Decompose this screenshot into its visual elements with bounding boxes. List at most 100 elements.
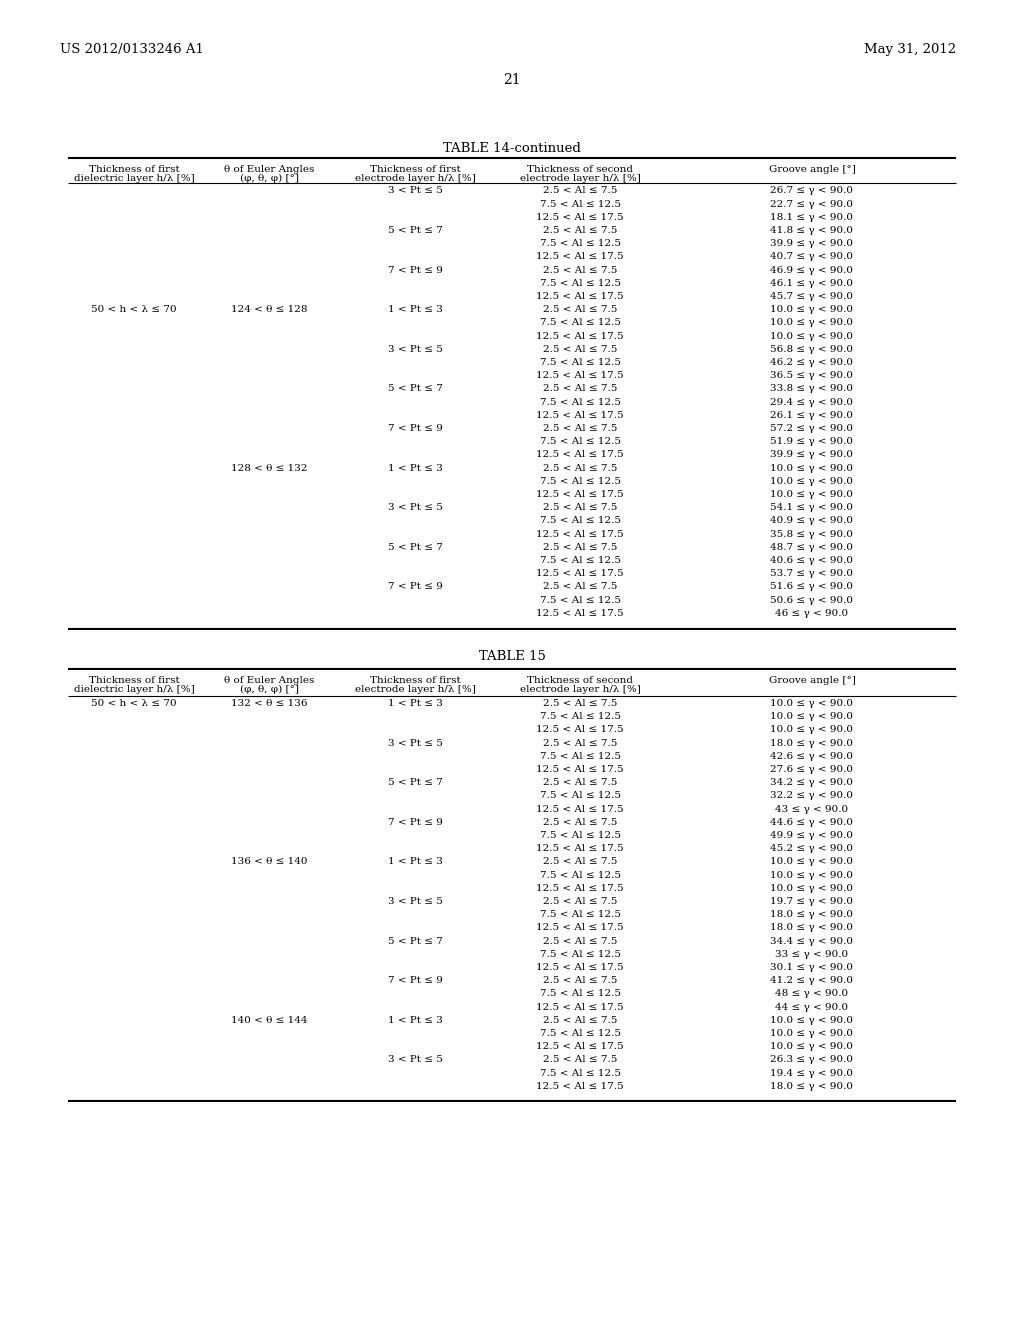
- Text: 12.5 < Al ≤ 17.5: 12.5 < Al ≤ 17.5: [537, 252, 624, 261]
- Text: 50.6 ≤ γ < 90.0: 50.6 ≤ γ < 90.0: [770, 595, 853, 605]
- Text: 10.0 ≤ γ < 90.0: 10.0 ≤ γ < 90.0: [770, 713, 853, 721]
- Text: 33 ≤ γ < 90.0: 33 ≤ γ < 90.0: [775, 950, 849, 958]
- Text: 33.8 ≤ γ < 90.0: 33.8 ≤ γ < 90.0: [770, 384, 853, 393]
- Text: electrode layer h/λ [%]: electrode layer h/λ [%]: [354, 685, 475, 693]
- Text: 39.9 ≤ γ < 90.0: 39.9 ≤ γ < 90.0: [770, 239, 853, 248]
- Text: 1 < Pt ≤ 3: 1 < Pt ≤ 3: [387, 463, 442, 473]
- Text: 7.5 < Al ≤ 12.5: 7.5 < Al ≤ 12.5: [540, 832, 621, 840]
- Text: 21: 21: [503, 73, 521, 87]
- Text: 10.0 ≤ γ < 90.0: 10.0 ≤ γ < 90.0: [770, 318, 853, 327]
- Text: 19.7 ≤ γ < 90.0: 19.7 ≤ γ < 90.0: [770, 898, 853, 906]
- Text: 3 < Pt ≤ 5: 3 < Pt ≤ 5: [387, 345, 442, 354]
- Text: 48 ≤ γ < 90.0: 48 ≤ γ < 90.0: [775, 990, 849, 998]
- Text: 27.6 ≤ γ < 90.0: 27.6 ≤ γ < 90.0: [770, 766, 853, 774]
- Text: 53.7 ≤ γ < 90.0: 53.7 ≤ γ < 90.0: [770, 569, 853, 578]
- Text: Thickness of second: Thickness of second: [527, 165, 633, 174]
- Text: electrode layer h/λ [%]: electrode layer h/λ [%]: [354, 174, 475, 183]
- Text: 10.0 ≤ γ < 90.0: 10.0 ≤ γ < 90.0: [770, 331, 853, 341]
- Text: 42.6 ≤ γ < 90.0: 42.6 ≤ γ < 90.0: [770, 752, 853, 760]
- Text: 43 ≤ γ < 90.0: 43 ≤ γ < 90.0: [775, 805, 849, 813]
- Text: electrode layer h/λ [%]: electrode layer h/λ [%]: [519, 685, 640, 693]
- Text: 30.1 ≤ γ < 90.0: 30.1 ≤ γ < 90.0: [770, 964, 853, 972]
- Text: 10.0 ≤ γ < 90.0: 10.0 ≤ γ < 90.0: [770, 490, 853, 499]
- Text: 22.7 ≤ γ < 90.0: 22.7 ≤ γ < 90.0: [770, 199, 853, 209]
- Text: 12.5 < Al ≤ 17.5: 12.5 < Al ≤ 17.5: [537, 845, 624, 853]
- Text: 1 < Pt ≤ 3: 1 < Pt ≤ 3: [387, 700, 442, 708]
- Text: 1 < Pt ≤ 3: 1 < Pt ≤ 3: [387, 1016, 442, 1024]
- Text: 2.5 < Al ≤ 7.5: 2.5 < Al ≤ 7.5: [543, 739, 617, 747]
- Text: 12.5 < Al ≤ 17.5: 12.5 < Al ≤ 17.5: [537, 1003, 624, 1011]
- Text: 26.7 ≤ γ < 90.0: 26.7 ≤ γ < 90.0: [770, 186, 853, 195]
- Text: 2.5 < Al ≤ 7.5: 2.5 < Al ≤ 7.5: [543, 977, 617, 985]
- Text: Groove angle [°]: Groove angle [°]: [769, 676, 855, 685]
- Text: 10.0 ≤ γ < 90.0: 10.0 ≤ γ < 90.0: [770, 700, 853, 708]
- Text: 2.5 < Al ≤ 7.5: 2.5 < Al ≤ 7.5: [543, 1056, 617, 1064]
- Text: 10.0 ≤ γ < 90.0: 10.0 ≤ γ < 90.0: [770, 871, 853, 879]
- Text: 7.5 < Al ≤ 12.5: 7.5 < Al ≤ 12.5: [540, 871, 621, 879]
- Text: 3 < Pt ≤ 5: 3 < Pt ≤ 5: [387, 186, 442, 195]
- Text: 10.0 ≤ γ < 90.0: 10.0 ≤ γ < 90.0: [770, 1030, 853, 1038]
- Text: 2.5 < Al ≤ 7.5: 2.5 < Al ≤ 7.5: [543, 700, 617, 708]
- Text: 124 < θ ≤ 128: 124 < θ ≤ 128: [230, 305, 307, 314]
- Text: 2.5 < Al ≤ 7.5: 2.5 < Al ≤ 7.5: [543, 265, 617, 275]
- Text: 46 ≤ γ < 90.0: 46 ≤ γ < 90.0: [775, 609, 849, 618]
- Text: 3 < Pt ≤ 5: 3 < Pt ≤ 5: [387, 503, 442, 512]
- Text: electrode layer h/λ [%]: electrode layer h/λ [%]: [519, 174, 640, 183]
- Text: 46.9 ≤ γ < 90.0: 46.9 ≤ γ < 90.0: [770, 265, 853, 275]
- Text: 1 < Pt ≤ 3: 1 < Pt ≤ 3: [387, 858, 442, 866]
- Text: 51.6 ≤ γ < 90.0: 51.6 ≤ γ < 90.0: [770, 582, 853, 591]
- Text: 5 < Pt ≤ 7: 5 < Pt ≤ 7: [387, 384, 442, 393]
- Text: 7 < Pt ≤ 9: 7 < Pt ≤ 9: [387, 582, 442, 591]
- Text: 3 < Pt ≤ 5: 3 < Pt ≤ 5: [387, 898, 442, 906]
- Text: 12.5 < Al ≤ 17.5: 12.5 < Al ≤ 17.5: [537, 450, 624, 459]
- Text: 7.5 < Al ≤ 12.5: 7.5 < Al ≤ 12.5: [540, 318, 621, 327]
- Text: 12.5 < Al ≤ 17.5: 12.5 < Al ≤ 17.5: [537, 609, 624, 618]
- Text: 7.5 < Al ≤ 12.5: 7.5 < Al ≤ 12.5: [540, 397, 621, 407]
- Text: 12.5 < Al ≤ 17.5: 12.5 < Al ≤ 17.5: [537, 292, 624, 301]
- Text: 48.7 ≤ γ < 90.0: 48.7 ≤ γ < 90.0: [770, 543, 853, 552]
- Text: 2.5 < Al ≤ 7.5: 2.5 < Al ≤ 7.5: [543, 582, 617, 591]
- Text: 34.2 ≤ γ < 90.0: 34.2 ≤ γ < 90.0: [770, 779, 853, 787]
- Text: 7 < Pt ≤ 9: 7 < Pt ≤ 9: [387, 265, 442, 275]
- Text: 7.5 < Al ≤ 12.5: 7.5 < Al ≤ 12.5: [540, 990, 621, 998]
- Text: 7.5 < Al ≤ 12.5: 7.5 < Al ≤ 12.5: [540, 279, 621, 288]
- Text: 18.1 ≤ γ < 90.0: 18.1 ≤ γ < 90.0: [770, 213, 853, 222]
- Text: θ of Euler Angles: θ of Euler Angles: [224, 165, 314, 174]
- Text: 7.5 < Al ≤ 12.5: 7.5 < Al ≤ 12.5: [540, 911, 621, 919]
- Text: 12.5 < Al ≤ 17.5: 12.5 < Al ≤ 17.5: [537, 371, 624, 380]
- Text: 12.5 < Al ≤ 17.5: 12.5 < Al ≤ 17.5: [537, 1082, 624, 1090]
- Text: 7.5 < Al ≤ 12.5: 7.5 < Al ≤ 12.5: [540, 556, 621, 565]
- Text: 7.5 < Al ≤ 12.5: 7.5 < Al ≤ 12.5: [540, 1030, 621, 1038]
- Text: 36.5 ≤ γ < 90.0: 36.5 ≤ γ < 90.0: [770, 371, 853, 380]
- Text: 7.5 < Al ≤ 12.5: 7.5 < Al ≤ 12.5: [540, 595, 621, 605]
- Text: 5 < Pt ≤ 7: 5 < Pt ≤ 7: [387, 779, 442, 787]
- Text: 7.5 < Al ≤ 12.5: 7.5 < Al ≤ 12.5: [540, 358, 621, 367]
- Text: 44.6 ≤ γ < 90.0: 44.6 ≤ γ < 90.0: [770, 818, 853, 826]
- Text: 2.5 < Al ≤ 7.5: 2.5 < Al ≤ 7.5: [543, 384, 617, 393]
- Text: 10.0 ≤ γ < 90.0: 10.0 ≤ γ < 90.0: [770, 305, 853, 314]
- Text: 18.0 ≤ γ < 90.0: 18.0 ≤ γ < 90.0: [770, 911, 853, 919]
- Text: 18.0 ≤ γ < 90.0: 18.0 ≤ γ < 90.0: [770, 739, 853, 747]
- Text: 5 < Pt ≤ 7: 5 < Pt ≤ 7: [387, 543, 442, 552]
- Text: Thickness of first: Thickness of first: [370, 676, 461, 685]
- Text: 32.2 ≤ γ < 90.0: 32.2 ≤ γ < 90.0: [770, 792, 853, 800]
- Text: 2.5 < Al ≤ 7.5: 2.5 < Al ≤ 7.5: [543, 503, 617, 512]
- Text: 7.5 < Al ≤ 12.5: 7.5 < Al ≤ 12.5: [540, 1069, 621, 1077]
- Text: 7 < Pt ≤ 9: 7 < Pt ≤ 9: [387, 977, 442, 985]
- Text: TABLE 14-continued: TABLE 14-continued: [443, 141, 581, 154]
- Text: 12.5 < Al ≤ 17.5: 12.5 < Al ≤ 17.5: [537, 766, 624, 774]
- Text: 10.0 ≤ γ < 90.0: 10.0 ≤ γ < 90.0: [770, 858, 853, 866]
- Text: 2.5 < Al ≤ 7.5: 2.5 < Al ≤ 7.5: [543, 186, 617, 195]
- Text: 40.7 ≤ γ < 90.0: 40.7 ≤ γ < 90.0: [770, 252, 853, 261]
- Text: 10.0 ≤ γ < 90.0: 10.0 ≤ γ < 90.0: [770, 884, 853, 892]
- Text: 29.4 ≤ γ < 90.0: 29.4 ≤ γ < 90.0: [770, 397, 853, 407]
- Text: 12.5 < Al ≤ 17.5: 12.5 < Al ≤ 17.5: [537, 213, 624, 222]
- Text: 5 < Pt ≤ 7: 5 < Pt ≤ 7: [387, 937, 442, 945]
- Text: 12.5 < Al ≤ 17.5: 12.5 < Al ≤ 17.5: [537, 569, 624, 578]
- Text: (φ, θ, φ) [°]: (φ, θ, φ) [°]: [240, 685, 299, 693]
- Text: 50 < h < λ ≤ 70: 50 < h < λ ≤ 70: [91, 305, 177, 314]
- Text: 2.5 < Al ≤ 7.5: 2.5 < Al ≤ 7.5: [543, 345, 617, 354]
- Text: 12.5 < Al ≤ 17.5: 12.5 < Al ≤ 17.5: [537, 490, 624, 499]
- Text: 7.5 < Al ≤ 12.5: 7.5 < Al ≤ 12.5: [540, 950, 621, 958]
- Text: 10.0 ≤ γ < 90.0: 10.0 ≤ γ < 90.0: [770, 726, 853, 734]
